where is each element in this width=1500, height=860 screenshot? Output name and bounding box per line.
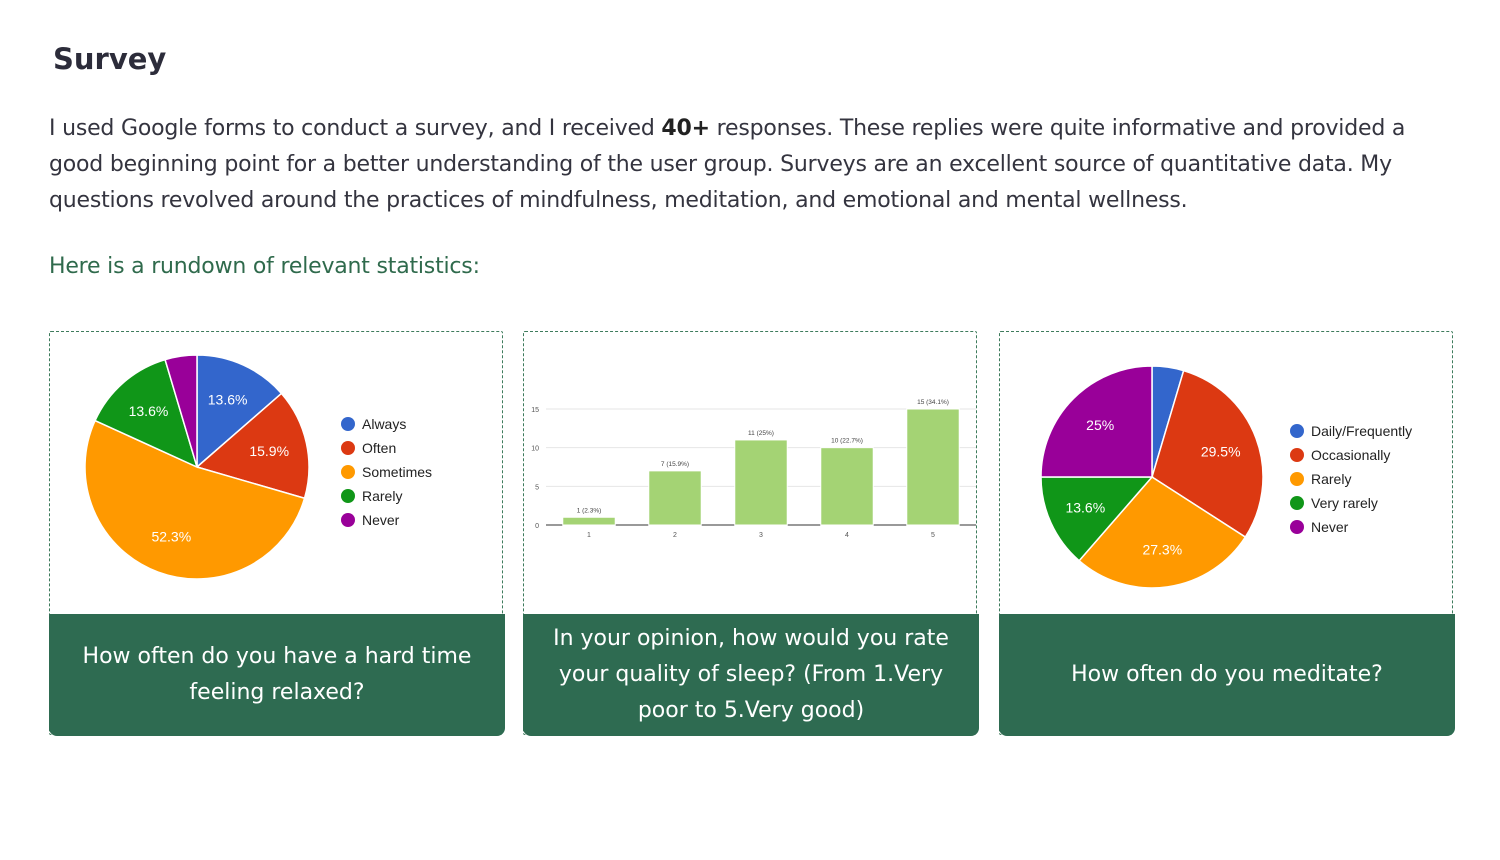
pie-slice-very-rarely	[1040, 476, 1154, 562]
page-title: Survey	[53, 42, 167, 76]
bar-rating-1	[562, 516, 616, 526]
x-tick-label: 1	[587, 532, 591, 539]
sleep-quality-bar-chart: 0 5 10 15 1 (2.3%) 1 7 (15.9%) 2 11 (25%) 3 10 (22…	[531, 399, 976, 539]
bar-data-label: 1 (2.3%)	[577, 507, 602, 514]
x-tick-label: 3	[759, 532, 763, 539]
legend-label-rarely: Rarely	[362, 488, 402, 504]
legend-label-often: Often	[362, 440, 396, 456]
relaxation-caption: How often do you have a hard time feelin…	[49, 614, 505, 736]
y-tick-label: 15	[531, 407, 539, 414]
bar-rating-4	[820, 447, 874, 526]
bar-data-label: 10 (22.7%)	[831, 438, 863, 445]
statistics-subheading: Here is a rundown of relevant statistics…	[49, 254, 480, 279]
x-tick-label: 2	[673, 532, 677, 539]
pie-slice-occasionally	[1151, 369, 1264, 539]
bar-data-label: 11 (25%)	[748, 430, 774, 437]
legend-label-rarely: Rarely	[1311, 471, 1351, 487]
x-tick-label: 4	[845, 532, 849, 539]
bar-data-label: 7 (15.9%)	[661, 461, 689, 468]
intro-text-start: I used Google forms to conduct a survey,…	[49, 116, 662, 141]
legend-label-never: Never	[362, 512, 400, 528]
bar-rating-2	[648, 470, 702, 526]
relaxation-pie-chart: 13.6% 15.9% 52.3% 13.6% Always Often Sometimes…	[84, 354, 432, 580]
relaxation-card: 13.6% 15.9% 52.3% 13.6% Always Often Sometimes…	[49, 331, 505, 736]
pie-label-rarely: 27.3%	[1142, 542, 1182, 558]
meditation-pie-chart: 29.5% 27.3% 13.6% 25% Daily/Frequently Occasi…	[1040, 365, 1412, 589]
legend-marker-very-rarely	[1290, 496, 1304, 510]
y-tick-label: 10	[531, 446, 539, 453]
sleep-quality-card: 0 5 10 15 1 (2.3%) 1 7 (15.9%) 2 11 (25%) 3 10 (22…	[523, 331, 979, 736]
intro-response-count: 40+	[661, 116, 710, 141]
pie-slice-rarely	[1078, 476, 1247, 589]
legend-label-very-rarely: Very rarely	[1311, 495, 1378, 511]
pie-label-always: 13.6%	[208, 392, 248, 408]
pie-slice-sometimes	[84, 419, 306, 580]
legend-marker-sometimes	[341, 465, 355, 479]
x-tick-label: 5	[931, 532, 935, 539]
legend-marker-daily-frequently	[1290, 424, 1304, 438]
sleep-quality-caption: In your opinion, how would you rate your…	[523, 614, 979, 736]
meditation-card: 29.5% 27.3% 13.6% 25% Daily/Frequently Occasi…	[999, 331, 1455, 736]
pie-label-occasionally: 29.5%	[1201, 444, 1241, 460]
pie-slice-always	[196, 354, 283, 469]
legend-label-always: Always	[362, 416, 406, 432]
legend-marker-rarely	[1290, 472, 1304, 486]
legend-label-never: Never	[1311, 519, 1349, 535]
pie-slice-often	[195, 392, 310, 500]
legend-label-sometimes: Sometimes	[362, 464, 432, 480]
intro-paragraph: I used Google forms to conduct a survey,…	[49, 111, 1429, 219]
legend-label-daily-frequently: Daily/Frequently	[1311, 423, 1412, 439]
legend-marker-rarely	[341, 489, 355, 503]
pie-label-sometimes: 52.3%	[151, 528, 191, 544]
legend-marker-often	[341, 441, 355, 455]
pie-slice-never	[1040, 365, 1153, 478]
pie-label-often: 15.9%	[249, 443, 289, 459]
legend-marker-never	[341, 513, 355, 527]
meditation-caption: How often do you meditate?	[999, 614, 1455, 736]
y-tick-label: 5	[535, 484, 539, 491]
legend-marker-always	[341, 417, 355, 431]
bar-data-label: 15 (34.1%)	[917, 399, 949, 406]
pie-slice-rarely	[94, 358, 199, 469]
y-tick-label: 0	[535, 523, 539, 530]
pie-label-never: 25%	[1086, 417, 1114, 433]
pie-slice-never	[164, 354, 198, 468]
pie-label-very-rarely: 13.6%	[1065, 499, 1105, 515]
legend-marker-occasionally	[1290, 448, 1304, 462]
pie-label-rarely: 13.6%	[129, 403, 169, 419]
legend-marker-never	[1290, 520, 1304, 534]
bar-rating-5	[906, 408, 960, 526]
bar-rating-3	[734, 439, 788, 526]
intro-text-end: responses. These replies were quite info…	[49, 116, 1406, 213]
legend-label-occasionally: Occasionally	[1311, 447, 1390, 463]
